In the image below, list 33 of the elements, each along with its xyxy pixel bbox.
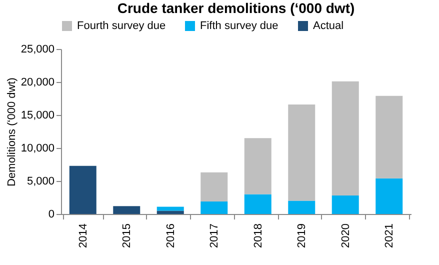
y-axis-title: Demolitions (‘000 dwt): [6, 78, 18, 186]
y-tick-label: 5,000: [26, 176, 54, 188]
y-tick-label: 15,000: [20, 110, 54, 122]
bar: [332, 81, 359, 196]
bar: [244, 194, 272, 214]
x-tick-label: 2014: [77, 224, 90, 248]
x-tick-label: 2016: [164, 224, 177, 248]
x-tick-label: 2017: [208, 224, 221, 248]
bar: [69, 166, 96, 214]
bar: [376, 178, 403, 214]
bar: [200, 172, 228, 202]
x-tick-label: 2020: [340, 224, 352, 248]
bar: [156, 206, 184, 211]
x-tick-label: 2021: [384, 224, 396, 248]
y-tick-label: 0: [48, 208, 54, 220]
bar: [200, 201, 228, 214]
x-tick-label: 2015: [121, 224, 134, 248]
legend-label: Fourth survey due: [77, 20, 166, 32]
x-tick-label: 2019: [296, 224, 308, 248]
y-tick-label: 10,000: [20, 142, 54, 154]
legend-label: Fifth survey due: [200, 20, 278, 32]
bar: [332, 196, 359, 214]
x-tick-label: 2018: [252, 224, 264, 248]
bar: [113, 206, 140, 214]
bar: [244, 138, 272, 194]
legend-label: Actual: [313, 20, 344, 32]
bar: [156, 210, 184, 214]
bar: [376, 96, 403, 178]
y-tick-label: 20,000: [20, 76, 54, 88]
bar: [288, 104, 316, 201]
bar: [288, 200, 316, 214]
y-tick-label: 25,000: [20, 44, 54, 56]
chart-title: Crude tanker demolitions (‘000 dwt): [117, 0, 355, 16]
